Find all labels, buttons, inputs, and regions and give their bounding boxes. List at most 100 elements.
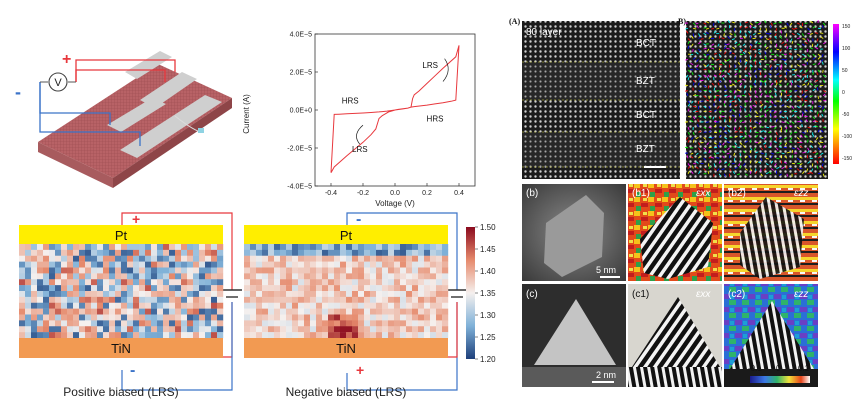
exx-label-b1: εxx [696,188,711,199]
rainbow-colorbar [833,24,839,164]
device-substrate-front [38,142,113,188]
left-heatmap-grid [19,244,224,339]
strain-particle-c1 [632,297,720,367]
layer-label-4: BZT [636,144,655,155]
x-tick-label: -0.2 [357,190,369,197]
nanoparticle-b [544,195,604,277]
strain-colorbar [750,376,810,383]
strain-cb-max: 0.1 [798,364,810,373]
electrode-mid-upper [140,72,197,108]
rainbow-tick-label: 150 [842,24,851,30]
y-tick-label: -4.0E−5 [287,184,312,191]
colorbar-tick-label: 1.30 [480,311,496,320]
label-A: (A) [509,17,520,26]
bzt-band-1 [522,62,680,100]
right-minus-sign: - [356,211,361,228]
device-cell [198,128,204,133]
right-pt-layer [244,225,448,244]
ezz-label-b2: εzz [794,188,808,199]
iv-annotation: LRS [352,145,368,154]
right-pt-label: Pt [340,228,353,243]
rainbow-tick-label: -150 [842,156,852,162]
rainbow-tick-label: -100 [842,134,852,140]
x-tick-label: 0.0 [390,190,400,197]
left-pt-layer [19,225,223,244]
layer-label-1: BCT [636,38,656,49]
ezz-label-c2: εzz [794,289,808,300]
scale-bar-c [592,381,614,383]
strain-cb-min: -0.1 [748,364,762,373]
x-tick-label: 0.4 [454,190,464,197]
colorbar-tick-label: 1.20 [480,355,496,364]
y-axis-label: Current (A) [242,94,251,134]
x-axis-label: Voltage (V) [375,199,415,208]
rainbow-colorbar-ticks: 150 100 50 0 -50 -100 -150 [842,24,852,162]
colorbar-tick-label: 1.45 [480,245,496,254]
blue-wire-outer [39,82,141,146]
layer-label-3: BCT [636,110,656,121]
strain-substrate-c1 [628,367,722,387]
colorbar-tick-label: 1.50 [480,223,496,232]
voltmeter-icon [48,72,68,92]
electrode-bottom [120,95,222,158]
label-B: B) [678,17,686,26]
scale-bar-b [600,276,620,278]
right-caption: Negative biased (LRS) [286,385,407,399]
right-plus-sign: + [356,362,364,378]
colorbar-tick-label: 1.25 [480,333,496,342]
label-b: (b) [526,188,538,199]
strain-figure: (b) 5 nm (b1) εxx (b2) εzz (c) 2 nm (c1)… [522,184,818,387]
polarization-vector-overlay [684,19,827,177]
strain-cb-mid: 0 [776,364,781,373]
left-tin-label: TiN [111,341,131,356]
iv-annotation: LRS [422,61,438,70]
bzt-band-2 [522,132,680,167]
stem-top-figure: (A) 80 layer BCT BZT BCT BZT B) 150 100 50… [509,17,852,179]
electrode-top [125,51,172,79]
scale-label-c: 2 nm [596,370,616,380]
sweep-arrow-lower [356,124,364,145]
right-tin-label: TiN [336,341,356,356]
iv-chart: -0.4 -0.2 0.0 0.2 0.4 -4.0E−5 -2.0E−5 0.0E+0 2.0… [242,32,476,208]
strain-particle-c2 [730,301,814,369]
colorbar-tick-label: 1.35 [480,289,496,298]
voltmeter-label: V [54,77,62,89]
y-tick-label: 2.0E−5 [290,70,312,77]
left-minus-sign: - [130,362,135,379]
x-tick-label: 0.2 [422,190,432,197]
label-b2: (b2) [728,188,746,199]
right-tin-layer [244,338,448,358]
rainbow-tick-label: -50 [842,112,849,118]
right-heatmap-grid [244,244,449,339]
strain-particle-b1 [640,197,713,279]
electrode-mid-lower [107,98,166,132]
label-b1: (b1) [632,188,650,199]
colorbar-ticks: 1.50 1.45 1.40 1.35 1.30 1.25 1.20 [475,223,496,364]
iv-series-line [330,45,460,173]
layer-label-2: BZT [636,76,655,87]
iv-annotation: HRS [342,96,359,105]
rainbow-tick-label: 50 [842,68,848,74]
left-pt-label: Pt [115,228,128,243]
red-wire-inner [75,69,166,82]
rainbow-tick-label: 100 [842,46,851,52]
left-tin-layer [19,338,223,358]
rainbow-tick-label: 0 [842,90,845,96]
scale-bar-A [644,166,666,168]
device-schematic: V + - [15,51,232,188]
exx-label-c1: εxx [696,289,711,300]
y-tick-label: 0.0E+0 [290,108,312,115]
sweep-arrow-upper [442,58,449,82]
heatmap-colorbar [466,227,475,359]
left-caption: Positive biased (LRS) [63,385,178,399]
x-tick-label: -0.4 [325,190,337,197]
label-c1: (c1) [632,289,649,300]
colorbar-tick-label: 1.40 [480,267,496,276]
layer-title: 80 layer [526,27,562,38]
iv-annotation: HRS [427,114,444,123]
y-tick-label: 4.0E−5 [290,32,312,39]
strain-particle-b2 [740,197,804,279]
plus-sign: + [62,51,71,68]
scale-label-b: 5 nm [596,265,616,275]
heatmap-figure: + - - + Pt TiN Positive biased (LRS) Pt … [19,211,496,399]
